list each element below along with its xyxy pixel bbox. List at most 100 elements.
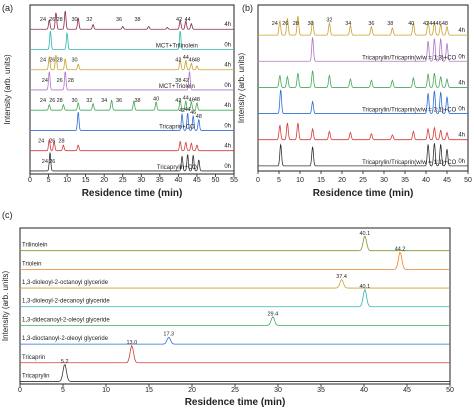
peak-label: 36 [368,21,374,27]
sample-label: 1,3-dioleoyl-2-decanoyl glyceride [22,299,110,305]
peak-label: 32 [86,98,92,104]
panel-a: 0 5 10 15 20 25 30 35 40 45 50 55 Residence time (mi… [3,4,238,199]
sample-label: Tricaprylin+CO [157,165,197,171]
chromatogram-trace [257,122,468,141]
peak-label: 26 [49,139,55,145]
peak-label: 29.4 [267,311,278,317]
peak-label: 24 [42,159,48,165]
panel-c-label: (c) [2,210,13,220]
x-tick-label: 55 [230,177,238,184]
chromatogram-trace [257,15,468,36]
peak-label: 28 [58,139,64,145]
peak-label: 46 [189,97,195,103]
peak-label: 28 [57,17,63,23]
peak-label: 36 [116,98,122,104]
x-axis-label: Residence time (min) [185,397,286,408]
peak-label: 38 [387,21,393,27]
panel-b-label: (b) [242,3,253,13]
x-tick-label: 30 [274,387,282,394]
peak-label: 32 [86,17,92,23]
x-tick-label: 0 [18,387,22,394]
sample-label: 1,3-didecanoyl-2-oleoyl glyceride [22,317,110,323]
peak-label: 24 [272,21,278,27]
peak-label: 38 [175,78,181,84]
sample-label: MCT+Trilinolein [156,43,198,49]
peak-label: 44.2 [395,247,406,253]
peak-label: 28 [293,21,299,27]
peak-label: 26 [57,78,63,84]
x-tick-label: 15 [145,387,153,394]
peak-label: 44 [185,107,191,113]
x-tick-label: 50 [464,177,472,184]
peak-label: 40 [153,96,159,102]
time-label: 0h [458,54,465,60]
peak-label: 24 [42,78,48,84]
peak-label: 24 [38,139,44,145]
peak-label: 34 [345,21,351,27]
x-tick-label: 40 [174,177,182,184]
peak-label: 13.0 [126,340,137,346]
x-axis-label: Residence time (min) [82,188,183,199]
x-tick-label: 5 [47,177,51,184]
chromatogram-trace [19,288,450,308]
peak-label: 30 [71,17,77,23]
time-label: 0h [224,164,231,170]
peak-label: 36 [116,17,122,23]
chromatogram-trace [257,37,468,62]
peak-label: 28 [57,58,63,64]
peak-label: 42 [179,108,185,114]
x-axis-label: Residence time (min) [313,188,414,199]
time-label: 4h [224,63,231,69]
x-tick-label: 35 [317,387,325,394]
time-label: 4h [224,22,231,28]
peak-label: 48 [194,97,200,103]
chromatogram-trace [19,344,450,364]
chromatogram-trace [19,278,450,289]
time-label: 0h [458,159,465,165]
time-label: 0h [458,107,465,113]
time-label: 0h [224,83,231,89]
sample-label: Tricaprylin/Tricaprin(w/w = 1:1)+CO [362,160,457,166]
sample-label: 1,3-dioctanoyl-2-oleoyl glyceride [22,336,109,342]
peak-label: 17.3 [163,332,174,338]
x-tick-label: 40 [360,387,368,394]
x-tick-label: 15 [82,177,90,184]
time-label: 4h [224,144,231,150]
peak-label: 37.4 [336,274,347,280]
peak-label: 26 [282,21,288,27]
chromatogram-trace [29,54,234,71]
peak-label: 46 [436,21,442,27]
x-tick-label: 25 [231,387,239,394]
chromatogram-trace [19,336,450,345]
peak-label: 24 [40,98,46,104]
peak-label: 32 [326,18,332,24]
peak-label: 48 [194,58,200,64]
peak-label: 38 [135,98,141,104]
x-tick-label: 20 [100,177,108,184]
time-label: 4h [458,80,465,86]
peak-label: 34 [101,98,107,104]
x-tick-label: 20 [338,177,346,184]
peak-label: 5.2 [61,359,69,365]
plot-frame [257,4,469,172]
y-axis-label: Intensity (arb. units) [3,54,12,125]
x-tick-label: 45 [443,177,451,184]
x-tick-label: 40 [422,177,430,184]
sample-label: Tricaprylin/Tricaprin(w/w = 3:1)+CO [362,108,457,114]
peak-label: 42 [183,78,189,84]
peak-label: 46 [190,110,196,116]
peak-label: 26 [49,159,55,165]
peak-label: 42 [175,58,181,64]
peak-label: 30 [71,98,77,104]
x-tick-label: 10 [102,387,110,394]
peak-label: 40 [408,21,414,27]
peak-label: 24 [40,17,46,23]
sample-label: 1,3-dioleoyl-2-octanoyl glyceride [22,280,109,286]
peak-label: 44 [185,17,191,23]
chromatogram-trace [257,70,468,88]
x-tick-label: 45 [403,387,411,394]
peak-label: 26 [49,58,55,64]
plot-frame [19,227,451,385]
peak-label: 30 [307,21,313,27]
peak-label: 44 [429,21,435,27]
